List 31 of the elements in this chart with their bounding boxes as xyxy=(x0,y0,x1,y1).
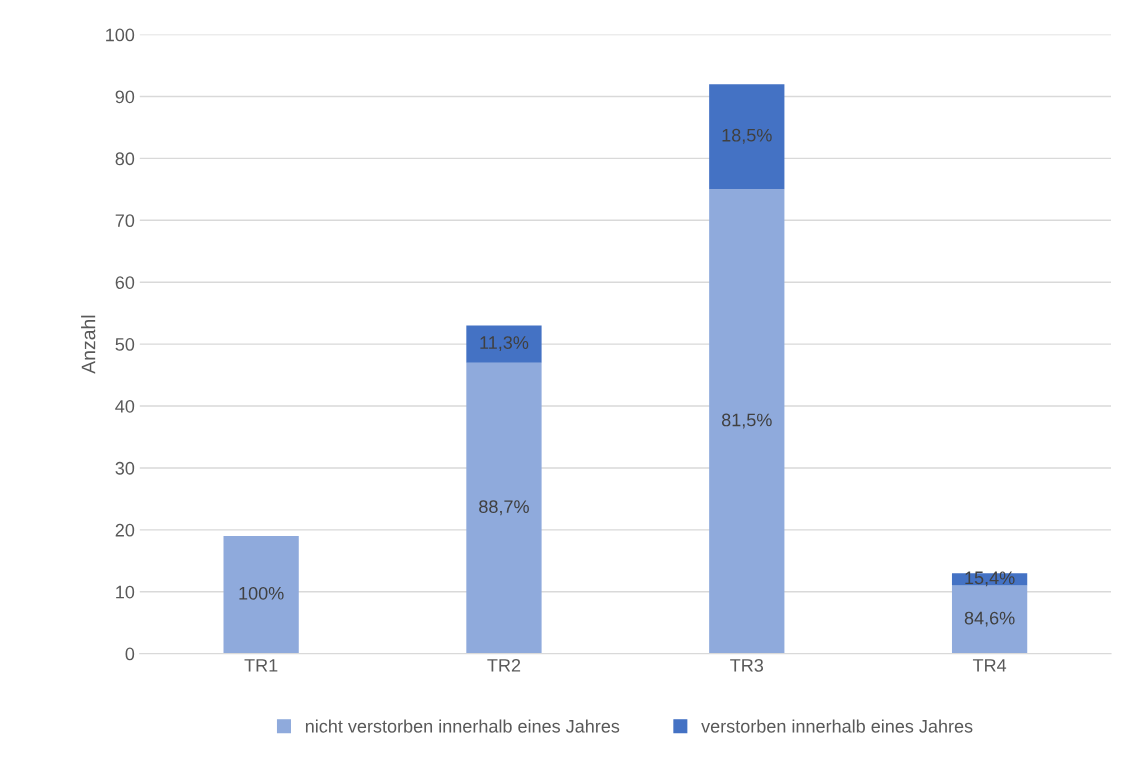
y-tick-label: 40 xyxy=(115,399,135,413)
x-tick-label: TR1 xyxy=(244,659,278,672)
bar xyxy=(709,84,785,190)
annotation: 15,4% xyxy=(965,571,1015,587)
y-tick-label: 50 xyxy=(115,338,135,351)
annotation: 11,3% xyxy=(480,336,529,352)
annotation: 18,5% xyxy=(722,128,772,144)
x-tick-label: TR2 xyxy=(487,658,521,672)
annotation: 81,5% xyxy=(721,413,772,429)
bar xyxy=(223,536,299,654)
x-tick-label: TR4 xyxy=(972,659,1007,672)
bar xyxy=(709,189,785,654)
bar xyxy=(466,362,542,654)
y-tick-label: 0 xyxy=(125,647,135,661)
bar xyxy=(951,585,1028,654)
y-tick-label: 10 xyxy=(116,585,135,599)
y-tick-label: 20 xyxy=(115,523,135,537)
bar xyxy=(466,325,542,363)
x-tick-label: TR3 xyxy=(730,658,764,672)
y-tick-label: 80 xyxy=(115,152,135,166)
legend-label: nicht verstorben innerhalb eines Jahres xyxy=(305,719,620,733)
y-tick-label: 60 xyxy=(115,276,135,289)
y-tick-label: 90 xyxy=(115,90,135,104)
annotation: 88,7% xyxy=(479,500,529,516)
annotation: 100% xyxy=(239,586,284,600)
y-axis-title: Anzahl xyxy=(81,315,96,374)
y-tick-label: 30 xyxy=(115,461,135,475)
annotation: 84,6% xyxy=(964,611,1015,627)
y-tick-label: 70 xyxy=(115,214,135,228)
y-tick-label: 100 xyxy=(106,28,135,42)
legend-label: verstorben innerhalb eines Jahres xyxy=(701,719,973,733)
